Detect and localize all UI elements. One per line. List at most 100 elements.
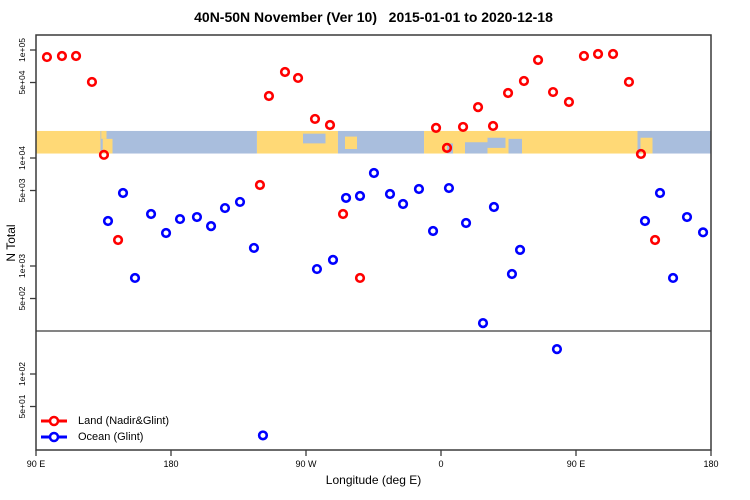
data-point-land xyxy=(70,50,82,62)
y-tick-label: 1e+04 xyxy=(17,146,27,170)
data-point-ocean xyxy=(219,202,231,214)
data-point-ocean xyxy=(384,188,396,200)
data-point-land xyxy=(441,142,453,154)
data-point-land xyxy=(309,113,321,125)
data-point-ocean xyxy=(667,272,679,284)
data-point-ocean xyxy=(191,211,203,223)
legend-ocean-label: Ocean (Glint) xyxy=(78,431,144,443)
data-point-ocean xyxy=(697,227,709,238)
data-point-land xyxy=(324,119,336,131)
data-point-land xyxy=(487,120,499,132)
x-tick-label: 90 E xyxy=(567,459,586,469)
data-point-ocean xyxy=(639,215,651,227)
data-point-land xyxy=(635,148,647,160)
data-point-ocean xyxy=(681,211,693,223)
map-strip-segment-ocean xyxy=(100,130,257,154)
data-point-ocean xyxy=(102,215,114,227)
data-point-ocean xyxy=(514,244,526,255)
data-point-ocean xyxy=(477,318,489,329)
data-point-ocean xyxy=(354,190,366,202)
data-point-ocean xyxy=(257,430,269,441)
data-point-land xyxy=(112,234,124,246)
x-tick-label: 180 xyxy=(703,459,718,469)
data-point-land xyxy=(41,51,53,63)
map-strip-segment-land xyxy=(256,130,338,154)
data-point-land xyxy=(337,208,349,220)
data-point-land xyxy=(623,76,635,88)
x-tick-label: 90 E xyxy=(27,459,46,469)
data-point-land xyxy=(563,96,575,108)
data-point-land xyxy=(457,121,469,133)
data-point-ocean xyxy=(654,187,666,199)
data-point-land xyxy=(578,50,590,62)
data-point-ocean xyxy=(397,198,409,210)
map-strip-segment-ocean xyxy=(637,130,711,154)
data-point-land xyxy=(547,86,559,98)
data-point-land xyxy=(292,72,304,84)
data-point-ocean xyxy=(413,183,425,195)
y-tick-label: 5e+04 xyxy=(17,70,27,94)
data-point-ocean xyxy=(460,217,472,229)
data-point-land xyxy=(532,54,544,66)
legend-item-land: Land (Nadir&Glint) xyxy=(40,413,169,429)
x-tick-label: 0 xyxy=(438,459,443,469)
data-point-land xyxy=(502,87,514,99)
legend-land-label: Land (Nadir&Glint) xyxy=(78,415,170,427)
map-strip-patch-land xyxy=(101,130,107,139)
data-point-ocean xyxy=(340,192,352,204)
map-strip-patch-land xyxy=(345,136,357,150)
data-point-ocean xyxy=(129,272,141,284)
y-tick-label: 5e+01 xyxy=(17,394,27,418)
data-point-land xyxy=(86,76,98,88)
data-point-ocean xyxy=(234,196,246,208)
data-point-ocean xyxy=(174,213,186,225)
data-point-land xyxy=(607,48,619,60)
data-point-land xyxy=(56,50,68,62)
data-point-land xyxy=(263,90,275,102)
x-tick-label: 90 W xyxy=(295,459,317,469)
map-strip-patch-land xyxy=(102,138,113,154)
data-point-ocean xyxy=(311,263,323,275)
data-point-land xyxy=(592,48,604,60)
map-strip-segment-ocean xyxy=(337,130,425,154)
x-tick-label: 180 xyxy=(163,459,178,469)
data-point-ocean xyxy=(160,227,172,239)
data-point-ocean xyxy=(427,225,439,237)
data-point-ocean xyxy=(551,344,563,355)
y-tick-label: 1e+02 xyxy=(17,362,27,386)
x-axis-title: Longitude (deg E) xyxy=(325,473,422,487)
data-point-ocean xyxy=(368,167,380,179)
y-tick-label: 1e+03 xyxy=(17,254,27,278)
data-point-ocean xyxy=(443,182,455,194)
data-point-ocean xyxy=(205,221,217,232)
y-tick-label: 1e+05 xyxy=(17,38,27,62)
map-strip-patch-ocean xyxy=(487,137,506,148)
data-point-land xyxy=(254,179,266,191)
map-strip-patch-ocean xyxy=(508,138,522,154)
plot-border xyxy=(35,34,712,451)
y-tick-label: 5e+03 xyxy=(17,178,27,202)
chart-title: 40N-50N November (Ver 10) 2015-01-01 to … xyxy=(194,9,553,25)
map-strip-segment-land xyxy=(36,130,101,154)
data-point-ocean xyxy=(248,242,260,254)
data-point-ocean xyxy=(327,254,339,265)
data-point-land xyxy=(472,102,484,113)
data-point-ocean xyxy=(145,208,157,220)
data-point-ocean xyxy=(117,187,129,199)
legend: Land (Nadir&Glint) Ocean (Glint) xyxy=(40,413,169,445)
legend-item-ocean: Ocean (Glint) xyxy=(40,429,169,445)
data-point-land xyxy=(430,122,442,133)
data-point-land xyxy=(98,149,110,160)
data-point-land xyxy=(354,272,366,284)
data-point-land xyxy=(279,66,291,78)
map-strip-patch-ocean xyxy=(303,133,326,144)
data-point-land xyxy=(518,75,530,87)
data-point-land xyxy=(649,234,661,246)
map-strip-segment-land xyxy=(424,130,638,154)
map-strip-patch-ocean xyxy=(465,142,488,154)
legend-ocean-marker-icon xyxy=(41,431,67,443)
data-point-ocean xyxy=(488,201,500,213)
legend-land-marker-icon xyxy=(41,415,67,427)
